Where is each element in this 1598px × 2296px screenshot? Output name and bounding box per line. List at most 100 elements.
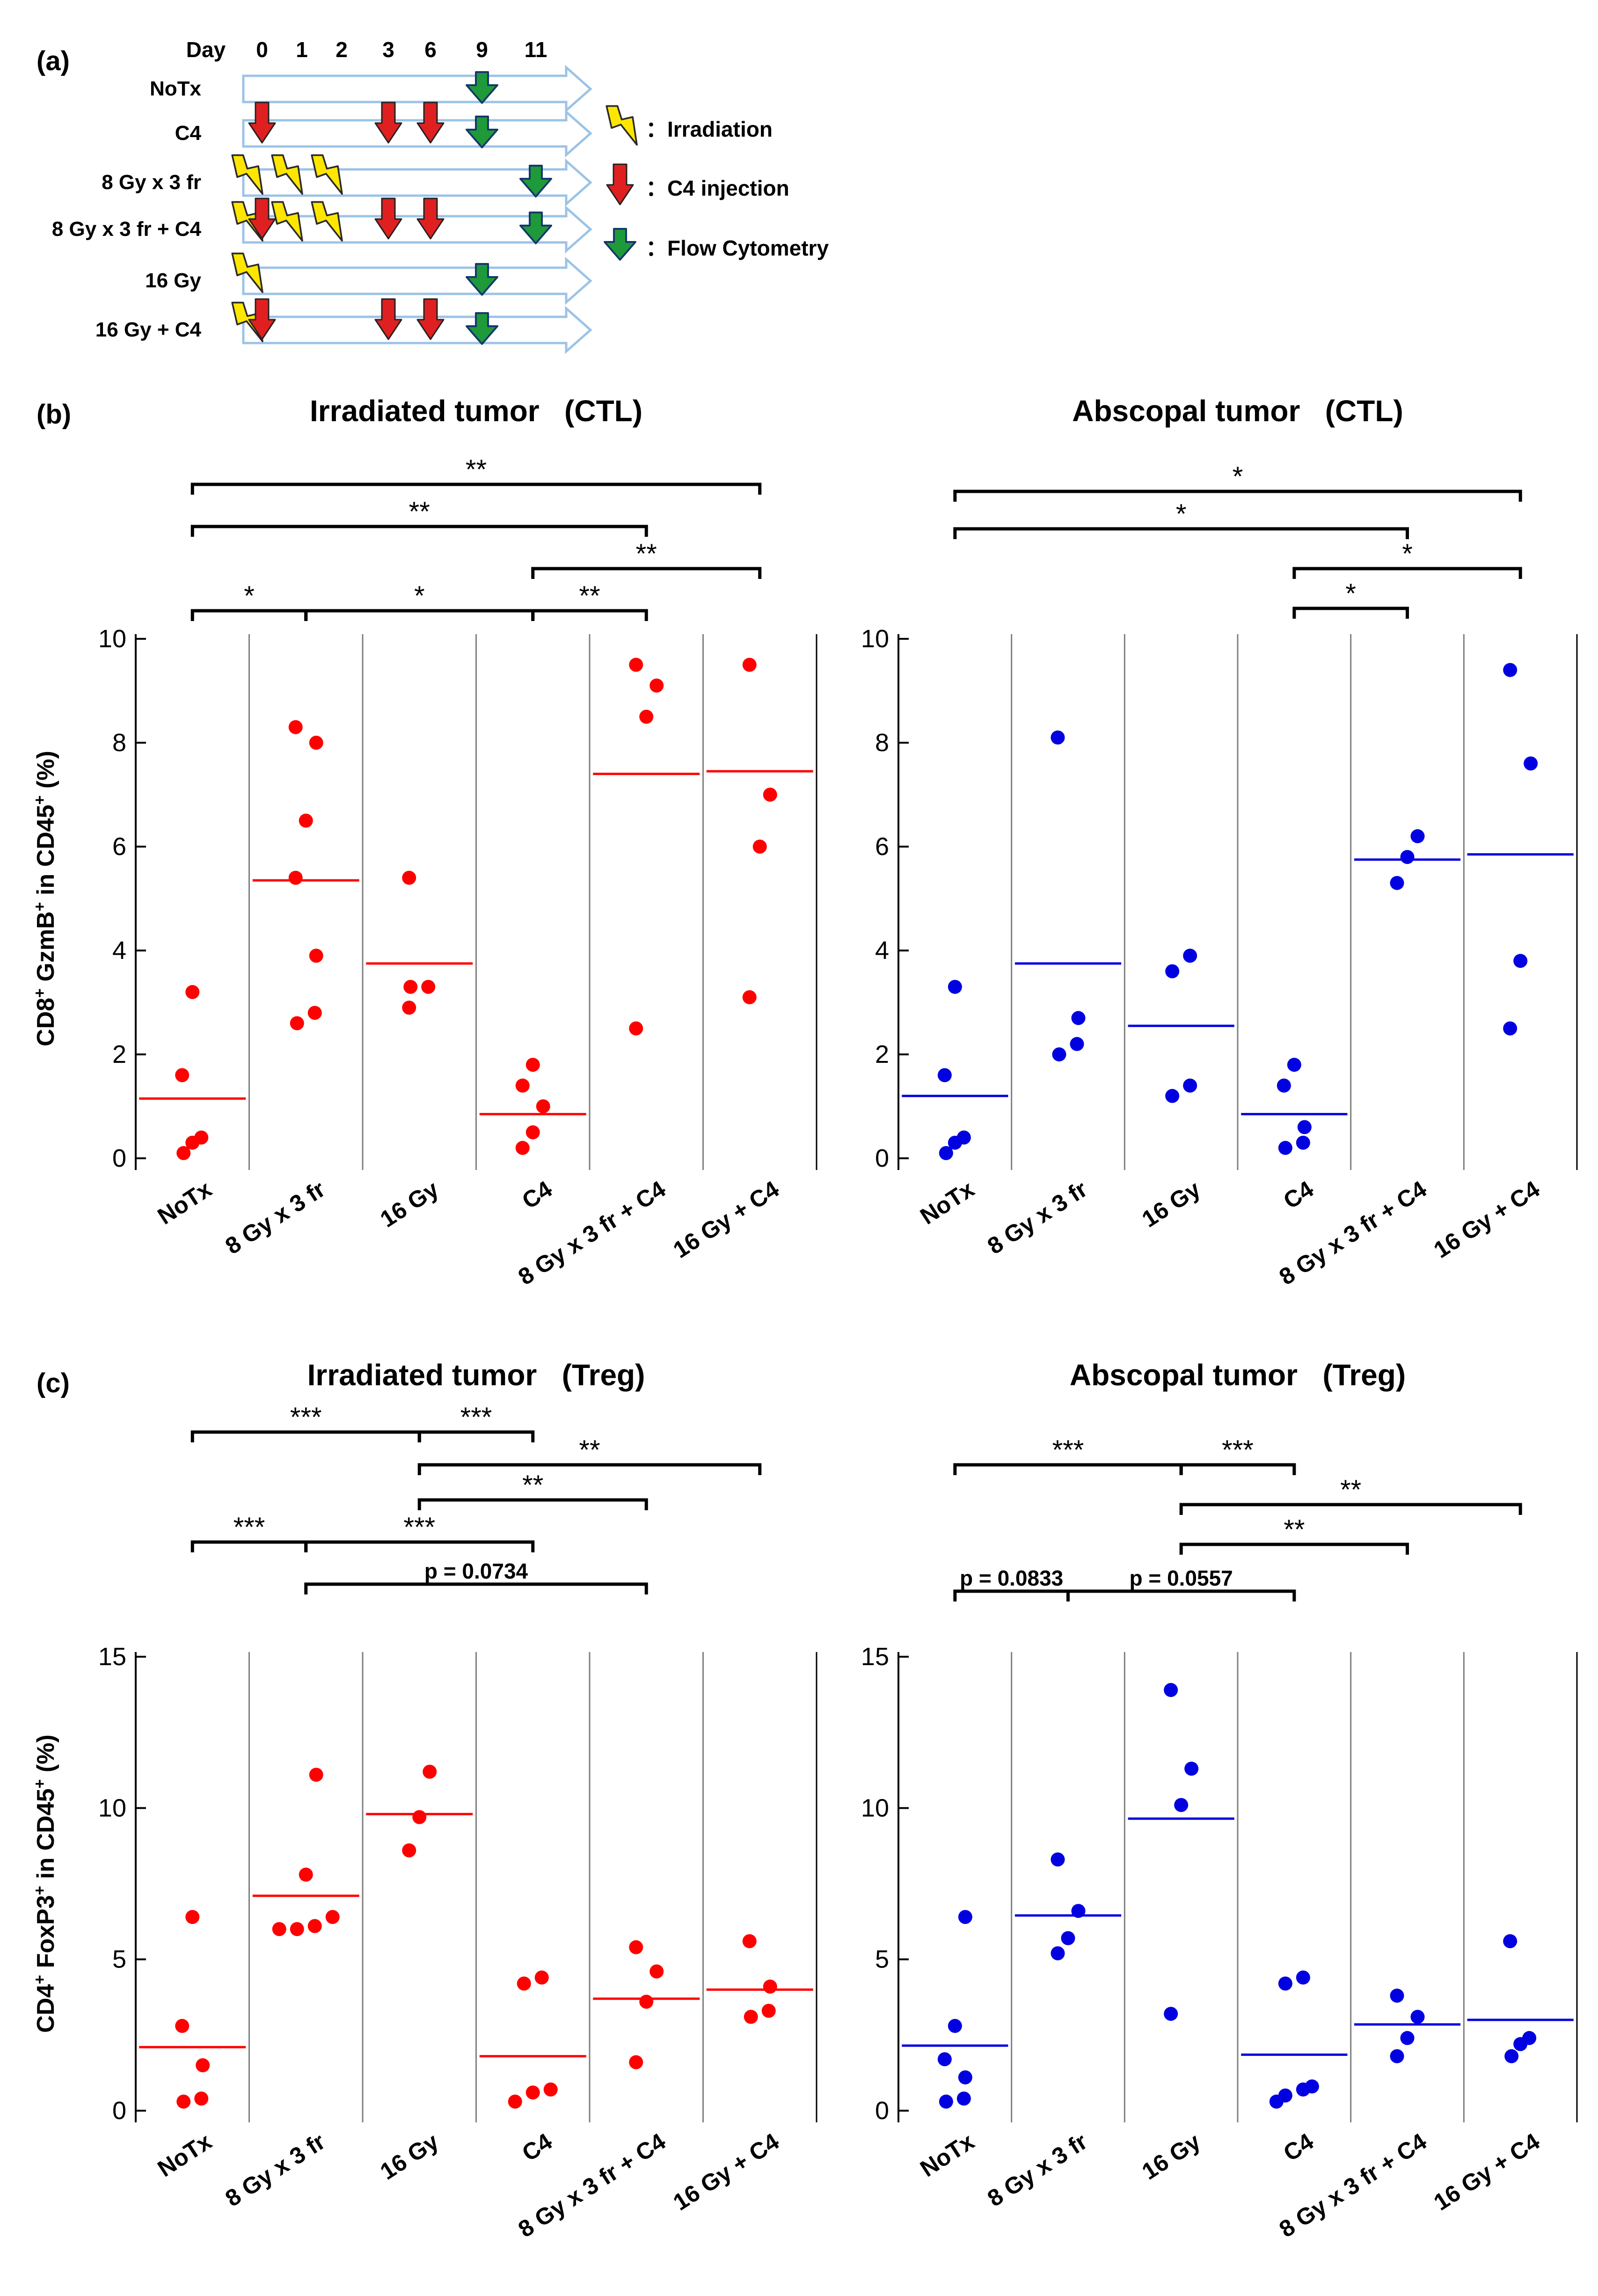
schedule-row-label: NoTx	[150, 77, 202, 100]
data-point	[958, 2070, 972, 2084]
significance-bracket-line	[531, 567, 762, 579]
data-point	[421, 980, 436, 994]
data-point	[307, 1919, 322, 1933]
schedule-row-label: C4	[175, 122, 202, 145]
significance-label: *	[1176, 499, 1187, 529]
data-point	[742, 658, 757, 672]
data-point	[1278, 1141, 1292, 1155]
data-point	[185, 985, 200, 999]
schedule-day-3: 3	[382, 37, 394, 62]
significance-label: *	[414, 581, 425, 611]
schedule-row-label: 16 Gy + C4	[95, 318, 202, 341]
significance-bracket-line	[417, 1498, 648, 1510]
significance-label: *	[1233, 461, 1243, 492]
significance-bracket: **	[190, 497, 648, 537]
schedule-day-0: 0	[256, 37, 268, 62]
data-point	[288, 870, 303, 885]
plot-c-abscopal-tumor-treg: Abscopal tumor (Treg) 0 5 10 15 NoTx 8 Gy x 3 …	[861, 1358, 1578, 2243]
significance-label: p = 0.0734	[424, 1559, 528, 1583]
data-point	[629, 658, 643, 672]
c4-injection-arrow-icon	[606, 163, 634, 205]
significance-label: p = 0.0833	[960, 1566, 1063, 1590]
significance-label: **	[1340, 1475, 1361, 1505]
y-tick-label: 10	[98, 1794, 126, 1822]
data-point	[1071, 1011, 1086, 1025]
legend-label: ：C4 injection	[646, 176, 789, 200]
x-category-label: 16 Gy + C4	[1429, 2128, 1544, 2216]
data-point	[937, 1068, 952, 1082]
y-axis-label: CD8+ GzmB+ in CD45+ (%)	[31, 751, 59, 1046]
data-point	[1522, 2031, 1537, 2045]
significance-bracket: ***	[304, 1512, 535, 1552]
data-point	[958, 1910, 972, 1924]
chart-title: Abscopal tumor (Treg)	[1070, 1358, 1406, 1392]
data-point	[185, 1910, 200, 1924]
x-category-label: NoTx	[153, 1176, 216, 1229]
x-category-label: 16 Gy + C4	[669, 1176, 784, 1263]
data-point	[1400, 2031, 1415, 2045]
significance-bracket: ***	[190, 1512, 308, 1552]
significance-bracket-line	[1179, 1543, 1409, 1555]
data-point	[309, 1768, 323, 1782]
data-point	[1278, 2088, 1292, 2103]
significance-bracket-line	[417, 1463, 762, 1475]
data-point	[639, 1995, 654, 2009]
data-point	[1165, 1089, 1180, 1103]
data-point	[423, 1764, 437, 1779]
data-point	[299, 813, 313, 828]
data-point	[515, 1078, 530, 1093]
data-point	[744, 2010, 758, 2024]
data-point	[1305, 2079, 1319, 2094]
data-point	[956, 1130, 971, 1145]
data-point	[1164, 2007, 1178, 2021]
schedule-row-label: 8 Gy x 3 fr + C4	[52, 218, 202, 241]
data-point	[402, 1843, 416, 1857]
data-point	[1164, 1683, 1178, 1697]
significance-bracket: **	[190, 454, 762, 495]
data-point	[763, 1979, 777, 1994]
significance-bracket-line	[1066, 1589, 1296, 1601]
x-category-label: 16 Gy	[375, 2128, 443, 2185]
data-point	[1410, 2010, 1425, 2024]
data-point	[290, 1922, 304, 1936]
x-category-label: C4	[1279, 1176, 1318, 1214]
data-point	[515, 1141, 530, 1155]
significance-bracket-line	[190, 525, 648, 537]
data-point	[1296, 1135, 1310, 1150]
data-point	[1390, 876, 1404, 890]
data-point	[1390, 2049, 1404, 2063]
significance-bracket-line	[304, 1540, 535, 1552]
significance-bracket-line	[953, 1463, 1183, 1475]
data-point	[508, 2094, 522, 2109]
data-point	[525, 1058, 540, 1072]
data-point	[1052, 1047, 1066, 1061]
data-point	[649, 678, 664, 693]
data-point	[752, 840, 767, 854]
y-tick-label: 10	[861, 1794, 889, 1822]
y-tick-label: 2	[112, 1040, 126, 1068]
x-category-label: 16 Gy	[1137, 1176, 1205, 1232]
significance-label: *	[1345, 578, 1356, 609]
x-category-label: NoTx	[915, 1176, 978, 1229]
chart-title: Irradiated tumor (CTL)	[310, 394, 642, 428]
data-point	[937, 2052, 952, 2067]
panel-label-a: (a)	[36, 46, 70, 76]
significance-bracket-line	[190, 609, 308, 621]
significance-bracket: *	[1292, 578, 1409, 619]
schedule-row: 16 Gy	[145, 252, 592, 305]
schedule-row: 8 Gy x 3 fr	[102, 154, 592, 207]
significance-bracket: ***	[190, 1402, 421, 1442]
significance-bracket: ***	[417, 1402, 535, 1442]
significance-label: ***	[1222, 1435, 1254, 1465]
x-category-label: 16 Gy + C4	[1429, 1176, 1544, 1263]
significance-bracket-line	[531, 609, 648, 621]
schedule-row-label: 16 Gy	[145, 269, 201, 292]
legend-label: ：Flow Cytometry	[646, 236, 829, 260]
y-tick-label: 10	[861, 625, 889, 653]
plot-c-irradiated-tumor-treg: Irradiated tumor (Treg) 0 5 10 15 CD4+ FoxP3+…	[31, 1358, 817, 2243]
significance-bracket-line	[190, 1430, 421, 1442]
significance-label: **	[636, 539, 657, 569]
data-point	[402, 870, 416, 885]
y-tick-label: 0	[112, 2097, 126, 2125]
